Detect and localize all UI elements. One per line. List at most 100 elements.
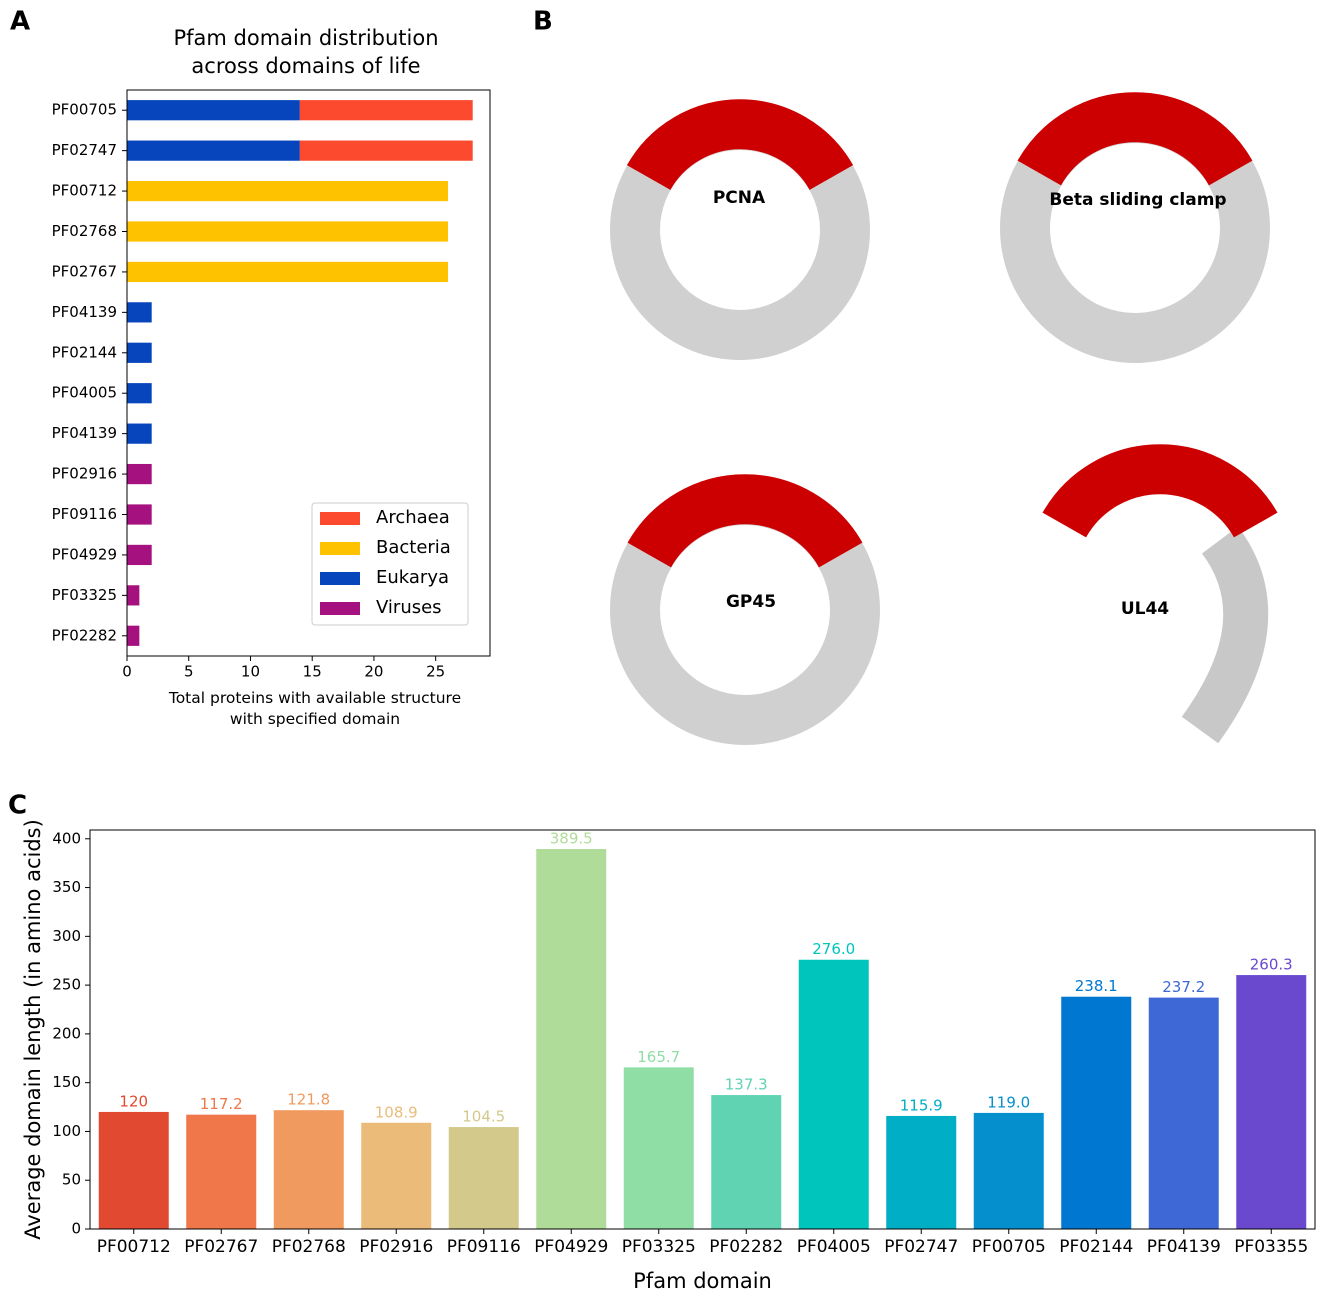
y-tick-label: 0: [71, 1220, 81, 1238]
x-tick-label: 15: [303, 663, 322, 681]
structure-ring: [649, 124, 832, 177]
y-tick-label: 400: [52, 829, 81, 847]
y-tick-label: PF02768: [52, 222, 117, 240]
y-tick-label: 200: [52, 1024, 81, 1042]
y-tick-label: PF02282: [52, 626, 117, 644]
bar: [449, 1127, 519, 1229]
bar: [974, 1113, 1044, 1229]
y-tick-label: 350: [52, 878, 81, 896]
value-label: 137.3: [725, 1076, 768, 1094]
structure: [1025, 117, 1245, 338]
x-tick-label: PF04929: [534, 1237, 608, 1257]
x-tick-label: PF03355: [1234, 1237, 1308, 1257]
y-tick-label: PF04929: [52, 545, 117, 563]
legend-label: Eukarya: [376, 567, 449, 588]
x-axis-label: Total proteins with available structure …: [150, 688, 480, 730]
y-tick-label: PF04005: [52, 384, 117, 402]
y-tick-label: PF00712: [52, 182, 117, 200]
bar-segment: [127, 141, 300, 161]
bar-segment: [127, 464, 152, 484]
y-tick-label: 250: [52, 976, 81, 994]
value-label: 276.0: [812, 940, 855, 958]
bar-segment: [127, 100, 300, 120]
x-tick-label: PF00705: [972, 1237, 1046, 1257]
x-tick-label: PF02282: [709, 1237, 783, 1257]
value-label: 115.9: [900, 1096, 943, 1114]
structure-ring: [649, 499, 840, 555]
bar-segment: [300, 141, 473, 161]
bar-segment: [127, 424, 152, 444]
chart-title: Pfam domain distribution across domains …: [146, 24, 466, 80]
y-tick-label: PF02767: [52, 262, 117, 280]
bar: [274, 1110, 344, 1229]
y-axis-label: Average domain length (in amino acids): [21, 819, 45, 1240]
x-tick-label: PF02144: [1059, 1237, 1133, 1257]
bar: [99, 1112, 169, 1229]
y-tick-label: 150: [52, 1073, 81, 1091]
x-tick-label: PF04139: [1147, 1237, 1221, 1257]
x-tick-label: 25: [426, 663, 445, 681]
panel-label: A: [10, 7, 30, 37]
structure-ring: [1039, 117, 1230, 173]
x-tick-label: PF02767: [184, 1237, 258, 1257]
bar: [536, 849, 606, 1229]
figure: A B C PCNABeta sliding clampGP45UL44PF00…: [0, 0, 1317, 1294]
x-tick-label: 10: [241, 663, 260, 681]
value-label: 237.2: [1162, 978, 1205, 996]
bar: [361, 1123, 431, 1229]
legend-swatch: [320, 572, 360, 585]
x-tick-label: PF09116: [447, 1237, 521, 1257]
bar: [711, 1095, 781, 1229]
y-tick-label: 50: [62, 1171, 81, 1189]
bar-segment: [127, 545, 152, 565]
bar: [1236, 975, 1306, 1229]
y-tick-label: PF09116: [52, 505, 117, 523]
value-label: 120: [119, 1092, 148, 1110]
x-tick-label: PF00712: [97, 1237, 171, 1257]
x-axis-label: Pfam domain: [633, 1269, 772, 1293]
x-tick-label: PF03325: [622, 1237, 696, 1257]
structure-ring: [1200, 540, 1246, 730]
bar: [624, 1067, 694, 1229]
value-label: 238.1: [1075, 977, 1118, 995]
x-tick-label: 20: [364, 663, 383, 681]
bar: [1149, 998, 1219, 1229]
value-label: 260.3: [1250, 956, 1293, 974]
bar-segment: [127, 181, 448, 201]
legend-swatch: [320, 542, 360, 555]
structure-ring: [1064, 469, 1255, 525]
y-tick-label: PF02747: [52, 141, 117, 159]
bar: [1061, 997, 1131, 1229]
chart: A B C PCNABeta sliding clampGP45UL44PF00…: [0, 0, 1317, 1294]
value-label: 165.7: [637, 1048, 680, 1066]
y-tick-label: 100: [52, 1122, 81, 1140]
x-tick-label: 0: [122, 663, 132, 681]
panel-label: C: [8, 791, 27, 821]
bar-segment: [127, 585, 139, 605]
legend-label: Viruses: [376, 597, 442, 618]
x-tick-label: PF02916: [359, 1237, 433, 1257]
bar-segment: [127, 221, 448, 241]
y-tick-label: PF02144: [52, 343, 117, 361]
structure-label: UL44: [1121, 599, 1169, 619]
bar-segment: [300, 100, 473, 120]
y-tick-label: PF04139: [52, 424, 117, 442]
bar-segment: [127, 626, 139, 646]
structure-label: PCNA: [713, 188, 766, 208]
value-label: 104.5: [462, 1108, 505, 1126]
bar-segment: [127, 504, 152, 524]
structure-label: Beta sliding clamp: [1049, 190, 1226, 210]
x-tick-label: PF02768: [272, 1237, 346, 1257]
value-label: 119.0: [987, 1093, 1030, 1111]
structure: [635, 124, 845, 335]
value-label: 117.2: [200, 1095, 243, 1113]
x-tick-label: PF04005: [797, 1237, 871, 1257]
bar-segment: [127, 302, 152, 322]
value-label: 389.5: [550, 830, 593, 848]
legend-swatch: [320, 512, 360, 525]
legend-swatch: [320, 602, 360, 615]
bar-segment: [127, 262, 448, 282]
x-tick-label: 5: [184, 663, 194, 681]
structure-label: GP45: [726, 592, 776, 612]
bar: [186, 1115, 256, 1229]
